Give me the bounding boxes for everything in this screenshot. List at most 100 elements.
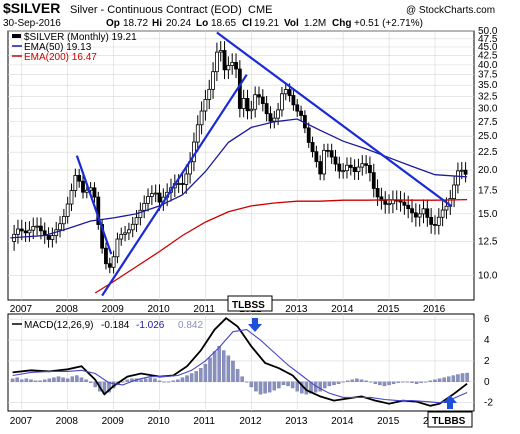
candle-body [253, 94, 258, 110]
macd-histogram-bar [249, 381, 254, 388]
candle-body [452, 184, 457, 199]
macd-histogram-bar [446, 376, 451, 382]
candle-body [226, 65, 231, 71]
trendline [101, 74, 248, 297]
low-value: 18.65 [211, 18, 236, 29]
price-xtick-label: 2009 [102, 304, 125, 315]
macd-histogram-bar [368, 381, 373, 383]
trendline [216, 31, 452, 207]
candle-body [211, 71, 215, 90]
close-value: 19.21 [254, 18, 279, 29]
price-xtick-label: 2014 [331, 304, 354, 315]
macd-histogram-bar [20, 379, 24, 382]
watermark: @ StockCharts.com [406, 5, 495, 16]
macd-histogram-bar [309, 381, 313, 394]
price-ytick-label: 20.0 [478, 165, 498, 176]
macd-histogram-bar [185, 375, 189, 382]
candle-body [19, 228, 24, 232]
candle-body [348, 164, 353, 168]
candle-body [421, 208, 426, 215]
macd-histogram-bar [121, 381, 125, 383]
candle-body [245, 98, 250, 112]
candle-body [115, 238, 120, 258]
macd-histogram-bar [166, 381, 171, 383]
candle-body [16, 228, 20, 235]
macd-histogram-bar [359, 379, 364, 382]
candle-body [306, 127, 311, 143]
candle-body [283, 89, 288, 95]
macd-histogram-bar [148, 377, 153, 382]
candle-body [390, 199, 395, 205]
candle-body [207, 88, 212, 100]
macd-histogram-bar [323, 381, 327, 389]
macd-histogram-bar [396, 381, 400, 383]
candle-body [276, 109, 281, 119]
price-ytick-label: 35.0 [478, 80, 498, 91]
candle-body [27, 229, 32, 234]
candle-body [61, 216, 66, 225]
macd-histogram-bar [65, 378, 70, 382]
open-value: 18.72 [123, 18, 148, 29]
macd-xtick-label: 2015 [377, 416, 400, 427]
legend-ema50: EMA(50) 19.13 [24, 42, 92, 53]
macd-histogram-bar [437, 378, 442, 382]
macd-histogram-bar [295, 381, 299, 392]
candle-body [463, 169, 468, 175]
candle-body [436, 216, 441, 226]
low-label: Lo [196, 18, 208, 29]
candle-body [371, 172, 376, 189]
macd-histogram-bar [139, 379, 143, 382]
candle-body [146, 196, 150, 204]
macd-histogram-bar [162, 381, 166, 383]
candle-body [364, 163, 369, 166]
macd-histogram-bar [327, 381, 332, 387]
macd-xtick-label: 2009 [102, 416, 125, 427]
macd-histogram-bar [107, 381, 111, 393]
macd-histogram-bar [373, 381, 378, 385]
macd-legend-value-2: -1.026 [136, 320, 165, 331]
candle-body [375, 188, 380, 198]
price-ytick-label: 37.5 [478, 70, 498, 81]
price-ytick-label: 12.5 [478, 236, 498, 247]
candle-body [134, 217, 139, 225]
price-ytick-label: 40.0 [478, 60, 498, 71]
macd-histogram-bar [442, 377, 446, 382]
price-xtick-label: 2011 [193, 304, 215, 315]
candle-body [123, 232, 127, 235]
macd-plot [10, 317, 469, 407]
macd-histogram-bar [33, 380, 38, 382]
candle-body [184, 173, 189, 185]
candle-body [268, 113, 273, 122]
candle-body [368, 164, 372, 174]
candle-body [356, 166, 361, 173]
candle-body [345, 164, 349, 172]
candle-body [126, 229, 131, 234]
macd-signal-line [12, 329, 468, 404]
macd-histogram-bar [428, 380, 433, 382]
price-ytick-label: 25.0 [478, 131, 498, 142]
macd-histogram-bar [217, 346, 221, 382]
candle-body [218, 50, 223, 53]
candle-body [406, 204, 411, 210]
candle-body [260, 96, 265, 104]
macd-histogram-bar [414, 381, 419, 385]
high-label: Hi [152, 18, 162, 29]
candle-body [203, 99, 208, 112]
price-xtick-label: 2010 [148, 304, 171, 315]
trendlines [75, 31, 452, 297]
macd-histogram-bar [235, 369, 240, 382]
macd-histogram-bar [153, 378, 157, 382]
macd-histogram-bar [88, 381, 93, 383]
macd-histogram-bar [401, 381, 405, 383]
candle-body [291, 95, 296, 106]
candle-body [444, 205, 449, 211]
candle-body [295, 104, 300, 112]
macd-histogram-bar [56, 376, 61, 382]
candle-body [73, 174, 78, 191]
candle-body [264, 103, 269, 115]
macd-histogram-bar [272, 381, 277, 391]
candle-body [299, 110, 303, 116]
price-ytick-label: 50.0 [478, 26, 498, 37]
candle-body [325, 149, 330, 152]
